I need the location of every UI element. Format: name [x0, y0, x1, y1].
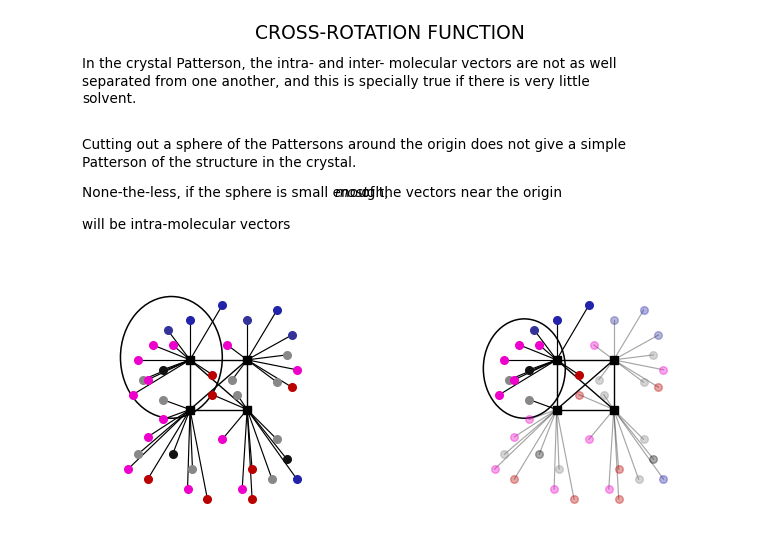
Text: most: most	[335, 186, 369, 200]
Text: Cutting out a sphere of the Pattersons around the origin does not give a simple
: Cutting out a sphere of the Pattersons a…	[82, 138, 626, 170]
Text: of the vectors near the origin: of the vectors near the origin	[356, 186, 562, 200]
Text: will be intra-molecular vectors: will be intra-molecular vectors	[82, 218, 290, 232]
Text: In the crystal Patterson, the intra- and inter- molecular vectors are not as wel: In the crystal Patterson, the intra- and…	[82, 57, 616, 106]
Text: None-the-less, if the sphere is small enough,: None-the-less, if the sphere is small en…	[82, 186, 393, 200]
Text: CROSS-ROTATION FUNCTION: CROSS-ROTATION FUNCTION	[255, 24, 525, 43]
